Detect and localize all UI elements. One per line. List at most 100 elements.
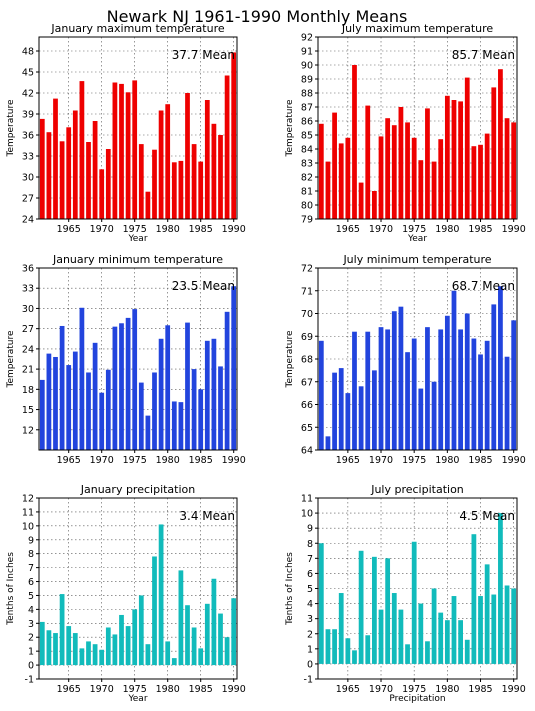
bar-1981: [171, 162, 177, 219]
y-tick-label: 71: [301, 286, 313, 297]
bar-1962: [46, 132, 52, 219]
bar-1972: [112, 634, 118, 666]
bar-1987: [211, 578, 217, 666]
bar-1966: [352, 650, 357, 664]
y-tick-label: 85: [301, 131, 313, 142]
bar-1979: [158, 338, 164, 450]
y-axis-label: Temperature: [6, 330, 16, 388]
bar-1972: [391, 311, 397, 450]
bar-1972: [112, 82, 118, 219]
x-tick-label: 1965: [336, 455, 360, 466]
y-tick-label: 4: [307, 599, 313, 610]
bar-1980: [165, 325, 171, 450]
bar-1969: [371, 191, 377, 219]
x-tick-label: 1970: [90, 224, 114, 235]
bar-1986: [484, 133, 490, 219]
bar-1961: [39, 379, 45, 450]
bar-1976: [138, 382, 144, 450]
bar-1970: [99, 649, 105, 666]
bar-1978: [431, 588, 437, 664]
bar-1967: [79, 81, 85, 219]
bar-1973: [398, 107, 404, 219]
bar-1970: [99, 392, 105, 450]
bar-1977: [145, 191, 151, 219]
bar-1974: [405, 352, 410, 450]
bar-1962: [325, 629, 331, 664]
bar-1988: [218, 135, 223, 219]
bar-1989: [504, 118, 510, 219]
x-tick-label: 1990: [502, 224, 526, 235]
bar-1970: [378, 136, 384, 219]
x-tick-label: 1965: [57, 455, 81, 466]
bar-1987: [211, 123, 217, 219]
y-tick-label: 7: [307, 554, 313, 565]
bar-1985: [198, 161, 204, 219]
bar-1977: [425, 641, 430, 664]
y-tick-label: 79: [301, 215, 313, 226]
y-tick-label: 81: [301, 187, 313, 198]
y-tick-label: 33: [22, 152, 34, 163]
x-tick-label: 1965: [336, 684, 360, 695]
bar-1970: [99, 169, 105, 219]
bar-1962: [46, 630, 52, 666]
y-tick-label: 2: [28, 633, 34, 644]
bar-1963: [53, 633, 58, 666]
mean-label: 23.5 Mean: [172, 279, 235, 293]
y-tick-label: 70: [301, 309, 313, 320]
y-tick-label: 10: [301, 509, 313, 520]
bar-1984: [471, 146, 477, 219]
bar-1962: [325, 436, 331, 450]
bar-1983: [185, 605, 190, 666]
bar-1979: [438, 612, 444, 664]
bar-1971: [105, 149, 111, 219]
y-tick-label: 2: [307, 629, 313, 640]
y-tick-label: 24: [22, 215, 34, 226]
y-tick-label: 36: [22, 131, 34, 142]
y-tick-label: 7: [28, 563, 34, 574]
y-tick-label: 5: [28, 591, 34, 602]
y-tick-label: 9: [307, 524, 313, 535]
bar-1985: [198, 648, 204, 666]
chart-panel-1: January maximum temperature 24 27 30 33 36 39 4…: [6, 22, 246, 244]
bar-1968: [86, 142, 91, 219]
bar-1979: [438, 329, 444, 450]
x-tick-label: 1975: [402, 455, 426, 466]
bar-1969: [92, 342, 98, 450]
bar-1961: [318, 123, 324, 219]
bar-1988: [498, 69, 503, 219]
y-tick-label: 6: [28, 577, 34, 588]
bar-1989: [224, 311, 230, 450]
bar-1978: [152, 372, 157, 450]
x-tick-label: 1980: [435, 224, 459, 235]
y-tick-label: 82: [301, 173, 313, 184]
bar-1968: [86, 372, 91, 450]
y-tick-label: 64: [301, 446, 313, 457]
bar-1971: [385, 118, 391, 219]
x-tick-label: 1980: [156, 224, 180, 235]
bar-1980: [444, 315, 450, 450]
bar-1983: [464, 639, 470, 664]
x-tick-label: 1985: [468, 684, 492, 695]
y-tick-label: 87: [301, 103, 313, 114]
bar-1988: [218, 366, 223, 450]
y-axis-label: Tenths of Inches: [285, 552, 295, 626]
bar-1981: [451, 100, 457, 219]
bar-1961: [39, 621, 45, 666]
bar-1988: [218, 613, 223, 666]
y-tick-label: 30: [22, 173, 34, 184]
y-tick-label: 30: [22, 304, 34, 315]
x-tick-label: 1970: [369, 224, 393, 235]
panel-title: January precipitation: [80, 483, 196, 496]
plot-frame: [38, 36, 238, 220]
bar-1980: [165, 641, 171, 666]
panel-title: July precipitation: [370, 483, 464, 496]
bar-1989: [504, 585, 510, 664]
x-tick-label: 1985: [189, 224, 213, 235]
x-axis-label: Precipitation: [389, 694, 445, 704]
panel-title: July maximum temperature: [341, 22, 494, 35]
y-tick-label: -1: [304, 675, 313, 686]
x-tick-label: 1975: [123, 684, 147, 695]
x-tick-label: 1990: [222, 224, 246, 235]
x-tick-label: 1980: [435, 684, 459, 695]
bar-1981: [451, 596, 457, 664]
